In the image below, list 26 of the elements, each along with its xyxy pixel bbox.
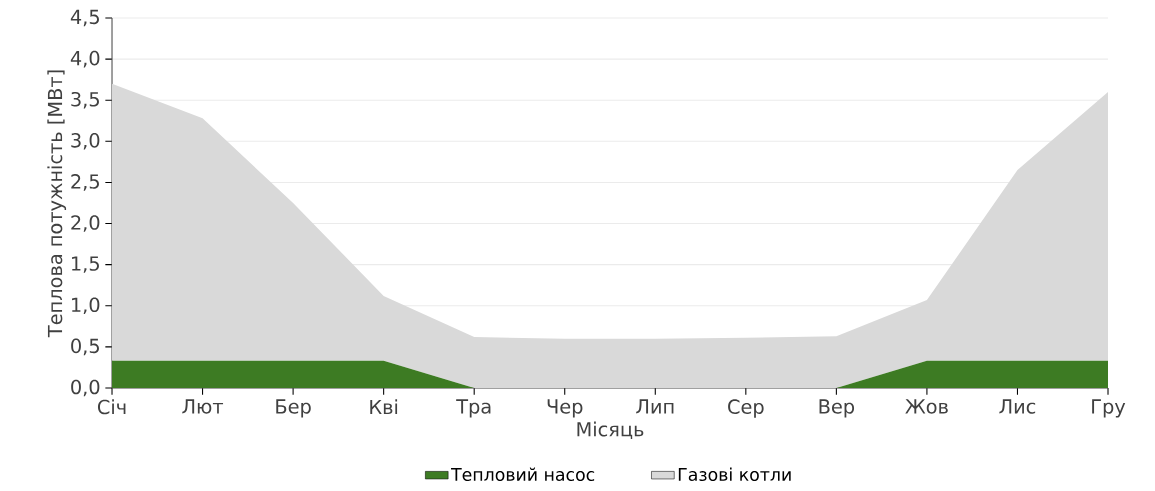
legend-label: Тепловий насос [451,467,595,481]
x-tick-label: Вер [819,399,855,418]
y-tick-label: 4,0 [70,50,100,68]
y-tick-label: 0,0 [71,379,100,397]
y-axis-title: Теплова потужність [МВт] [47,70,67,338]
x-axis-title: Місяць [577,421,644,439]
y-tick-label: 3,5 [71,91,99,109]
y-tick-label: 0,5 [71,338,99,356]
y-tick-label: 1,5 [72,256,99,273]
y-tick-label: 4,5 [70,9,99,27]
x-tick-label: Лис [999,399,1036,414]
y-tick-label: 2,0 [71,215,100,232]
x-tick-label: Кві [370,399,398,415]
x-tick-label: Лип [636,399,674,414]
x-tick-label: Лют [182,399,224,414]
x-tick-label: Гру [1092,399,1126,418]
y-tick-label: 1,0 [72,297,100,315]
x-tick-label: Січ [97,399,126,415]
x-tick-label: Сер [728,399,764,418]
y-tick-label: 2,5 [71,174,99,191]
legend-label: Газові котли [678,467,791,481]
x-tick-label: Тра [456,399,491,418]
x-tick-label: Чер [547,399,583,418]
y-tick-label: 3,0 [71,133,100,150]
x-tick-label: Жов [905,399,948,414]
x-tick-label: Бер [276,399,311,418]
